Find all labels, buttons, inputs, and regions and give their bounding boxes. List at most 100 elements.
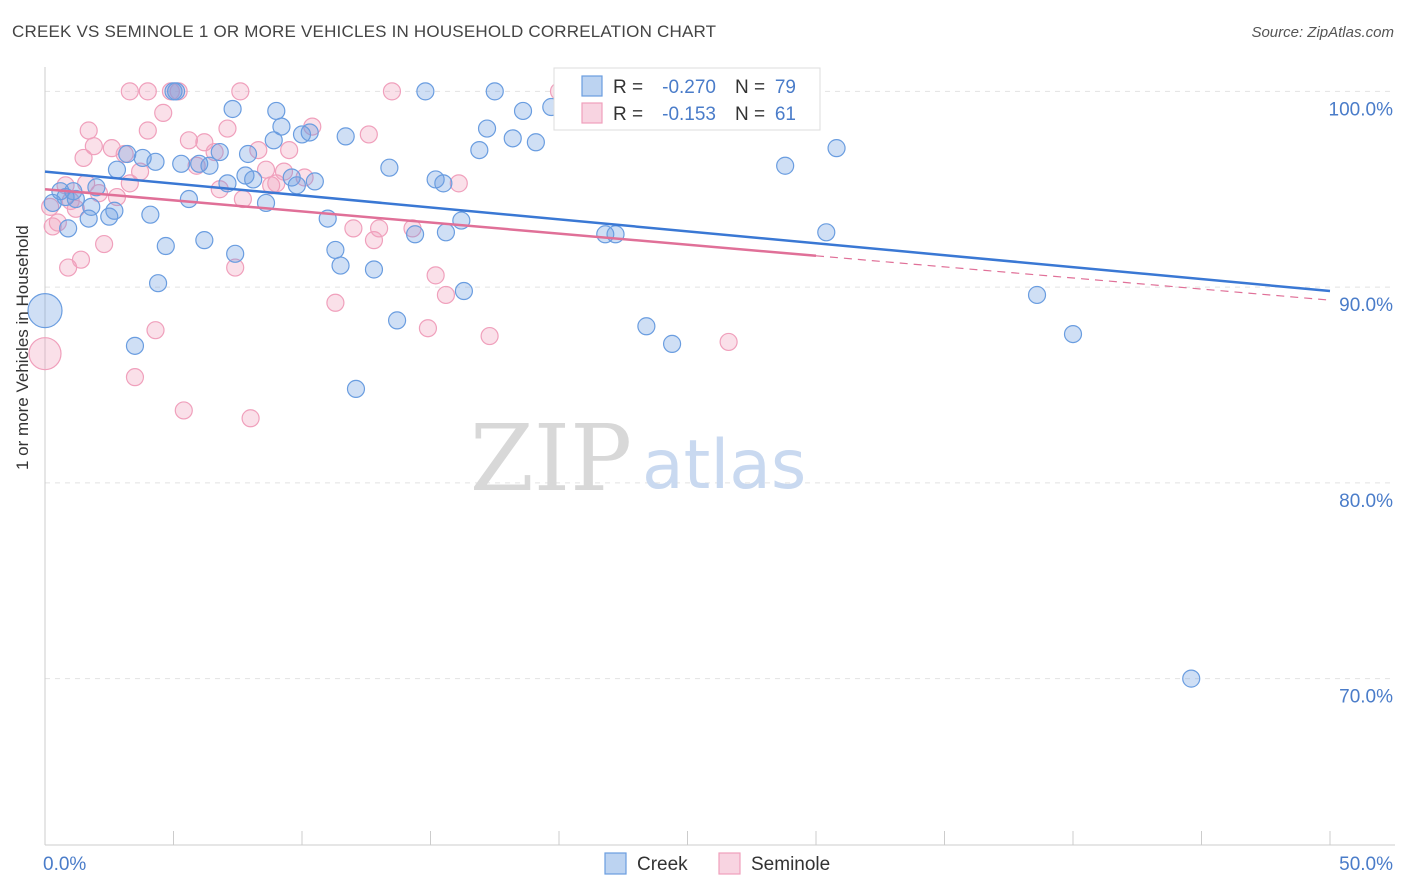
seminole-point [719, 332, 738, 352]
seminole-point [226, 258, 245, 277]
creek-point [454, 281, 474, 301]
legend-series: Creek Seminole [604, 852, 830, 875]
legend-n-label: N = [735, 77, 765, 98]
seminole-point [249, 140, 268, 160]
legend-box [553, 67, 821, 131]
creek-point [267, 101, 286, 121]
seminole-points [28, 82, 738, 428]
y-tick-label: 70.0% [1339, 687, 1393, 708]
creek-point [82, 197, 101, 216]
creek-point [776, 156, 795, 175]
seminole-point [79, 121, 98, 140]
axes [44, 67, 1395, 846]
creek-point [156, 236, 175, 256]
y-tick-label: 90.0% [1339, 295, 1393, 316]
creek-point [526, 133, 545, 152]
seminole-point [218, 119, 237, 138]
creek-point [107, 160, 127, 179]
watermark: ZIP atlas [470, 405, 807, 512]
x-tick-label: 50.0% [1339, 854, 1393, 875]
creek-point [1063, 324, 1083, 344]
series-legend-label: Seminole [751, 854, 830, 875]
creek-point [210, 142, 229, 162]
creek-points [27, 82, 1201, 688]
creek-point [148, 274, 168, 293]
seminole-point [187, 156, 206, 175]
creek-point [146, 152, 165, 171]
seminole-point [125, 368, 145, 387]
seminole-trend-extension [815, 255, 1331, 301]
seminole-point [154, 103, 173, 122]
creek-point [387, 311, 407, 330]
creek-point [827, 139, 846, 158]
seminole-point [179, 131, 199, 150]
creek-point [105, 201, 124, 220]
legend-n-value: 61 [775, 104, 796, 125]
seminole-point [138, 121, 157, 140]
seminole-point [370, 219, 389, 238]
legend-r-value: -0.153 [662, 104, 716, 125]
creek-point [1027, 285, 1047, 305]
x-tick-label: 0.0% [43, 854, 86, 875]
creek-point [416, 82, 435, 101]
creek-point [436, 223, 456, 242]
creek-point [59, 219, 78, 238]
legend-n-label: N = [735, 104, 765, 125]
creek-point [118, 144, 137, 164]
seminole-point [418, 319, 438, 338]
legend-stats: R = -0.270 N = 79 R = -0.153 N = 61 [553, 67, 821, 131]
seminole-point [95, 234, 114, 254]
creek-point [1182, 669, 1201, 688]
chart-source: Source: ZipAtlas.com [1251, 24, 1394, 41]
creek-point [485, 82, 504, 101]
seminole-point [120, 82, 139, 101]
creek-point [272, 117, 291, 136]
series-legend-swatch [604, 852, 627, 875]
creek-point [662, 334, 682, 353]
creek-point [238, 144, 258, 164]
creek-point [305, 172, 324, 191]
seminole-point [326, 293, 345, 312]
trend-lines [44, 170, 1331, 301]
seminole-point [84, 137, 103, 156]
seminole-point [74, 148, 93, 168]
creek-point [87, 178, 106, 197]
seminole-point [280, 140, 299, 160]
seminole-point [66, 199, 85, 218]
seminole-point [231, 82, 250, 101]
creek-point [287, 176, 306, 195]
y-tick-labels: 70.0% 80.0% 90.0% 100.0% [1329, 99, 1394, 707]
chart-title: CREEK VS SEMINOLE 1 OR MORE VEHICLES IN … [12, 22, 717, 41]
creek-point [364, 260, 384, 279]
creek-point [125, 336, 145, 355]
seminole-point [146, 321, 165, 340]
legend-swatch [581, 102, 603, 124]
creek-point [164, 82, 183, 101]
seminole-point [359, 125, 378, 144]
seminole-point [205, 142, 224, 162]
watermark-zip: ZIP [470, 405, 632, 512]
seminole-point [295, 168, 314, 187]
seminole-point [480, 326, 499, 346]
y-axis-label: 1 or more Vehicles in Household [13, 225, 32, 470]
creek-point [223, 99, 242, 119]
seminole-point [449, 174, 468, 193]
creek-point [434, 174, 453, 193]
x-tick-labels: 0.0% 50.0% [43, 854, 1393, 875]
y-tick-label: 80.0% [1339, 491, 1393, 512]
creek-point [637, 317, 656, 336]
creek-point [264, 131, 283, 150]
watermark-atlas: atlas [642, 426, 806, 505]
seminole-point [71, 250, 91, 269]
creek-point [477, 119, 497, 138]
legend-r-label: R = [613, 104, 643, 125]
seminole-point [426, 266, 445, 285]
creek-point [513, 101, 533, 121]
creek-point [326, 240, 345, 260]
creek-point [331, 256, 350, 275]
creek-point [380, 158, 399, 177]
creek-point [141, 205, 160, 224]
creek-point [503, 129, 522, 148]
creek-point [79, 209, 98, 228]
